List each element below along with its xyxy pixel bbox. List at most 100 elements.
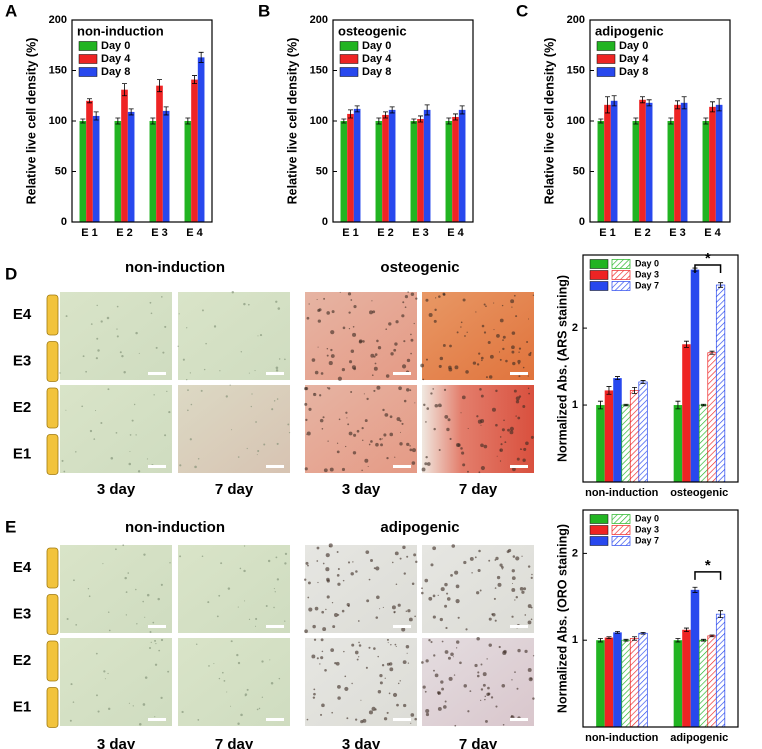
- speckle: [333, 613, 339, 618]
- speckle: [146, 593, 150, 597]
- electrode: [46, 387, 59, 429]
- speckle: [284, 358, 286, 361]
- speckle: [326, 348, 329, 350]
- speckle: [356, 429, 360, 433]
- speckle: [243, 302, 246, 306]
- speckle: [464, 335, 466, 337]
- error-bar: [93, 111, 99, 121]
- speckle: [306, 718, 309, 721]
- error-bar: [709, 634, 715, 638]
- bar: [673, 640, 683, 727]
- legend-swatch: [339, 67, 359, 77]
- speckle: [480, 356, 484, 360]
- speckle: [348, 328, 351, 330]
- legend-label: Day 0: [101, 40, 130, 52]
- speckle: [465, 370, 469, 374]
- micrograph: [422, 638, 534, 726]
- speckle: [317, 346, 319, 348]
- speckle: [381, 664, 385, 667]
- speckle: [465, 628, 468, 631]
- speckle: [421, 661, 424, 664]
- speckle: [123, 371, 126, 374]
- speckle: [396, 417, 401, 421]
- speckle: [203, 368, 206, 371]
- speckle: [386, 662, 390, 666]
- speckle: [65, 409, 67, 411]
- bar: [353, 108, 361, 222]
- speckle: [450, 574, 453, 577]
- y-tick-label: 150: [49, 64, 67, 76]
- speckle: [507, 428, 510, 432]
- micrograph: [178, 545, 290, 633]
- error-bar: [341, 118, 347, 124]
- electrode: [46, 341, 59, 382]
- electrode-label: E2: [13, 652, 31, 669]
- bar: [629, 638, 640, 728]
- scale-bar: [148, 372, 166, 375]
- speckle: [499, 460, 502, 462]
- speckle: [371, 374, 374, 377]
- speckle: [525, 441, 529, 446]
- speckle: [511, 569, 515, 573]
- speckle: [243, 545, 246, 547]
- speckle: [530, 618, 533, 621]
- speckle: [397, 682, 400, 685]
- error-bar: [681, 96, 687, 110]
- speckle: [496, 333, 500, 338]
- speckle: [523, 587, 527, 591]
- legend-swatch: [78, 41, 98, 51]
- speckle: [483, 331, 487, 334]
- speckle: [515, 396, 520, 401]
- legend-swatch: [611, 514, 631, 524]
- speckle: [358, 340, 363, 344]
- speckle: [485, 719, 488, 723]
- speckle: [476, 363, 480, 366]
- speckle: [346, 603, 350, 607]
- speckle: [350, 391, 353, 393]
- panel-letter: E: [5, 517, 16, 536]
- speckle: [377, 655, 379, 658]
- speckle: [269, 659, 271, 661]
- speckle: [331, 310, 335, 314]
- speckle: [339, 291, 341, 293]
- speckle: [239, 567, 242, 570]
- speckle: [348, 360, 353, 364]
- speckle: [511, 306, 513, 308]
- speckle: [532, 294, 535, 296]
- speckle: [442, 292, 446, 296]
- legend-swatch: [589, 281, 609, 291]
- error-bar: [640, 380, 646, 384]
- speckle: [317, 309, 321, 312]
- speckle: [168, 410, 171, 414]
- speckle: [410, 338, 414, 342]
- error-bar: [675, 400, 681, 410]
- speckle: [432, 615, 436, 619]
- speckle: [353, 305, 357, 309]
- chart-title: osteogenic: [338, 23, 407, 38]
- speckle: [314, 606, 319, 611]
- legend-swatch: [78, 54, 98, 64]
- scale-bar: [266, 718, 284, 721]
- x-tick-label: E 3: [669, 227, 686, 239]
- speckle: [389, 667, 394, 672]
- speckle: [410, 333, 412, 336]
- electrode: [46, 294, 59, 336]
- speckle: [413, 322, 415, 325]
- speckle: [501, 304, 504, 307]
- speckle: [493, 597, 496, 600]
- speckle: [107, 388, 110, 391]
- speckle: [250, 405, 252, 408]
- speckle: [189, 372, 191, 374]
- error-bar: [710, 101, 715, 113]
- speckle: [311, 654, 316, 659]
- speckle: [142, 600, 144, 603]
- speckle: [95, 357, 98, 360]
- speckle: [460, 321, 463, 324]
- y-tick-label: 50: [55, 165, 67, 177]
- speckle: [433, 319, 437, 323]
- bar: [645, 102, 653, 222]
- speckle: [331, 711, 334, 714]
- speckle: [375, 442, 379, 447]
- speckle: [240, 351, 243, 353]
- speckle: [404, 306, 407, 309]
